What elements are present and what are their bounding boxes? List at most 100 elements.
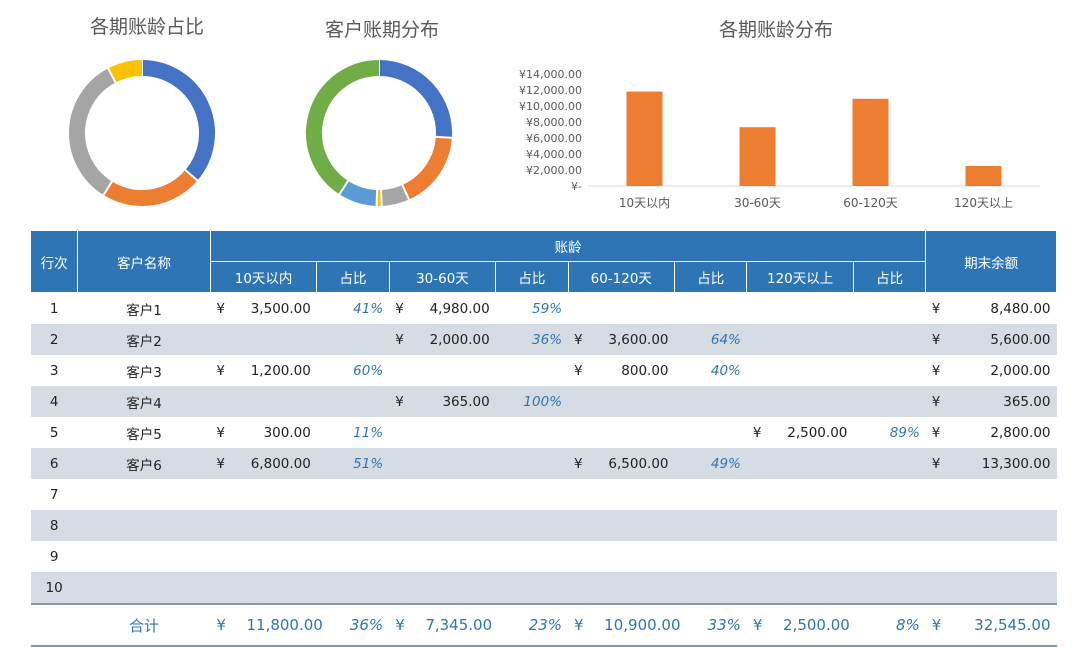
currency-symbol: ¥ — [210, 417, 241, 448]
table-row: 4 客户4 ¥365.00 100% ¥365.00 — [30, 386, 1057, 417]
donut-slice-4 — [108, 60, 143, 83]
currency-symbol: ¥ — [389, 292, 420, 324]
amount-cell: 7,345.00 — [419, 603, 496, 647]
bar-2 — [739, 127, 776, 186]
share-cell: 60% — [316, 355, 390, 386]
end-balance-cell: 2,000.00 — [955, 355, 1057, 386]
share-cell — [674, 417, 747, 448]
table-row: 3 客户3 ¥1,200.00 60% ¥800.00 40% ¥2,000.00 — [30, 355, 1057, 386]
table-row: 9 — [30, 541, 1057, 572]
row-number-cell: 2 — [30, 324, 78, 355]
amount-cell — [777, 386, 854, 417]
currency-symbol — [568, 572, 599, 604]
share-cell — [674, 386, 747, 417]
donut-slice-separator — [380, 188, 383, 207]
header-customer-name: 客户名称 — [77, 230, 211, 293]
row-number-cell: 1 — [30, 292, 78, 324]
share-cell: 100% — [495, 386, 569, 417]
currency-symbol: ¥ — [210, 448, 241, 479]
end-balance-cell: 5,600.00 — [955, 324, 1057, 355]
y-tick-label: ¥6,000.00 — [526, 132, 582, 145]
currency-symbol — [210, 541, 241, 572]
currency-symbol: ¥ — [746, 417, 778, 448]
end-balance-cell: 13,300.00 — [955, 448, 1057, 479]
currency-symbol — [210, 324, 241, 355]
share-cell — [674, 292, 747, 324]
table-row: 1 客户1 ¥3,500.00 41% ¥4,980.00 59% ¥8,480.00 — [30, 292, 1057, 324]
share-cell — [495, 541, 569, 572]
amount-cell: 2,000.00 — [419, 324, 496, 355]
currency-symbol: ¥ — [925, 324, 956, 355]
aging-table: 行次 客户名称 账龄 期末余额 10天以内 占比 30-60天 占比 60-12… — [29, 230, 1057, 647]
y-tick-label: ¥12,000.00 — [519, 84, 582, 97]
share-cell — [674, 541, 747, 572]
currency-symbol — [746, 572, 778, 604]
x-tick-label: 30-60天 — [734, 196, 781, 210]
currency-symbol — [925, 572, 956, 604]
currency-symbol — [925, 510, 956, 541]
amount-cell — [240, 386, 317, 417]
currency-symbol — [746, 324, 778, 355]
currency-symbol: ¥ — [568, 603, 599, 647]
y-tick-label: ¥2,000.00 — [526, 164, 582, 177]
row-number-cell: 10 — [30, 572, 78, 604]
share-cell — [495, 510, 569, 541]
amount-cell — [777, 324, 854, 355]
header-row-no: 行次 — [29, 230, 79, 293]
table-row: 5 客户5 ¥300.00 11% ¥2,500.00 89% ¥2,800.00 — [30, 417, 1057, 448]
amount-cell: 10,900.00 — [598, 603, 681, 647]
currency-symbol: ¥ — [389, 603, 420, 647]
share-cell: 23% — [495, 603, 569, 647]
table-row: 8 — [30, 510, 1057, 541]
share-cell — [853, 355, 926, 386]
bar-4 — [965, 166, 1002, 186]
row-number-cell — [30, 603, 78, 647]
currency-symbol — [746, 355, 778, 386]
currency-symbol — [389, 510, 420, 541]
amount-cell: 2,500.00 — [777, 417, 854, 448]
aging-bar-chart: ¥- ¥2,000.00 ¥4,000.00 ¥6,000.00 ¥8,000.00 ¥1… — [519, 68, 1040, 210]
amount-cell — [598, 417, 675, 448]
share-cell — [853, 324, 926, 355]
y-tick-label: ¥- — [571, 180, 582, 193]
amount-cell: 3,500.00 — [240, 292, 317, 324]
y-tick-label: ¥14,000.00 — [519, 68, 582, 81]
currency-symbol — [389, 479, 420, 510]
currency-symbol — [568, 479, 599, 510]
share-cell: 36% — [316, 603, 390, 647]
amount-cell — [777, 448, 854, 479]
header-share: 占比 — [852, 261, 927, 293]
customer-name-cell — [77, 510, 211, 541]
header-end-balance: 期末余额 — [925, 230, 1057, 293]
amount-cell — [777, 572, 854, 604]
currency-symbol: ¥ — [925, 292, 956, 324]
amount-cell: 300.00 — [240, 417, 317, 448]
currency-symbol: ¥ — [925, 386, 956, 417]
currency-symbol: ¥ — [925, 603, 956, 647]
share-cell — [495, 355, 569, 386]
end-balance-cell: 2,800.00 — [955, 417, 1057, 448]
amount-cell — [598, 541, 675, 572]
amount-cell: 11,800.00 — [240, 603, 323, 647]
currency-symbol: ¥ — [389, 386, 420, 417]
header-aging: 账龄 — [209, 230, 927, 262]
share-cell: 89% — [853, 417, 926, 448]
share-cell: 33% — [674, 603, 747, 647]
header-period-4: 120天以上 — [746, 261, 854, 293]
donut-slice-separator — [375, 188, 379, 207]
currency-symbol — [746, 541, 778, 572]
amount-cell — [777, 479, 854, 510]
currency-symbol — [568, 292, 599, 324]
donut-slice-2 — [103, 169, 198, 206]
table-row: 6 客户6 ¥6,800.00 51% ¥6,500.00 49% ¥13,300.00 — [30, 448, 1057, 479]
currency-symbol — [389, 355, 420, 386]
x-tick-label: 60-120天 — [843, 196, 898, 210]
share-cell — [316, 510, 390, 541]
currency-symbol — [210, 386, 241, 417]
amount-cell: 800.00 — [598, 355, 675, 386]
currency-symbol: ¥ — [210, 355, 241, 386]
end-balance-cell: 8,480.00 — [955, 292, 1057, 324]
currency-symbol — [746, 292, 778, 324]
row-number-cell: 6 — [30, 448, 78, 479]
amount-cell: 3,600.00 — [598, 324, 675, 355]
